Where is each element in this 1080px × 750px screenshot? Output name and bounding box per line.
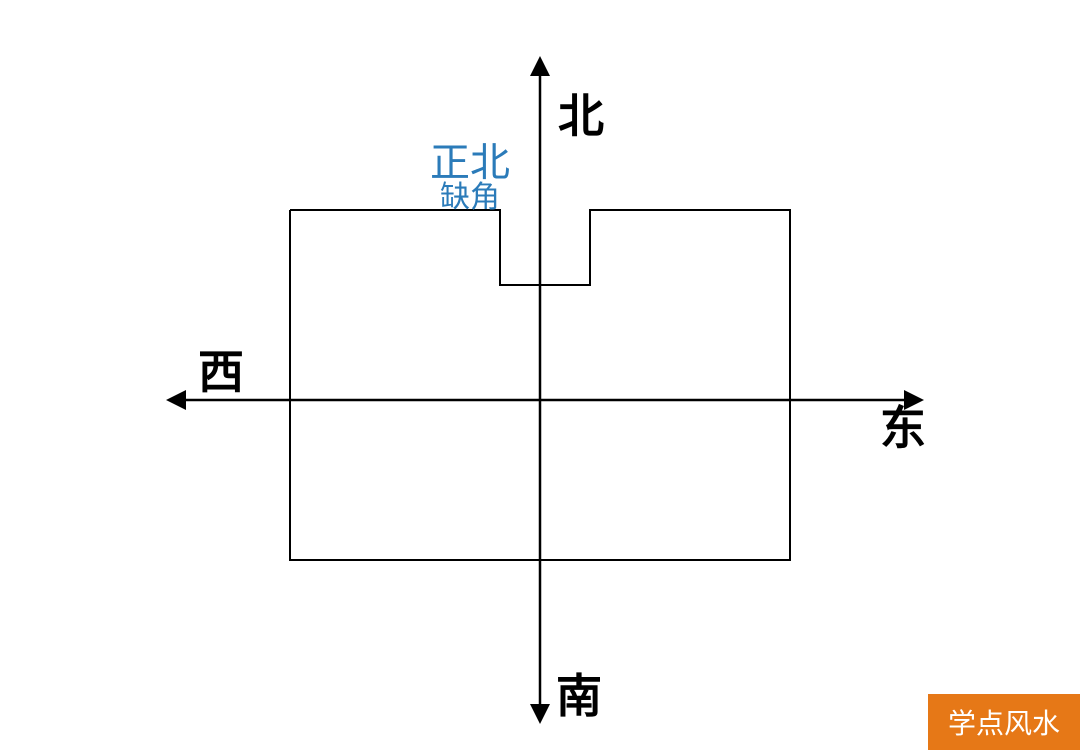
label-north: 北	[558, 80, 604, 146]
label-east: 东	[880, 392, 926, 458]
label-south: 南	[556, 660, 602, 726]
label-west: 西	[198, 336, 244, 402]
label-notch-sub: 缺角	[440, 172, 500, 216]
watermark-badge: 学点风水	[928, 694, 1080, 750]
compass-diagram	[0, 0, 1080, 750]
